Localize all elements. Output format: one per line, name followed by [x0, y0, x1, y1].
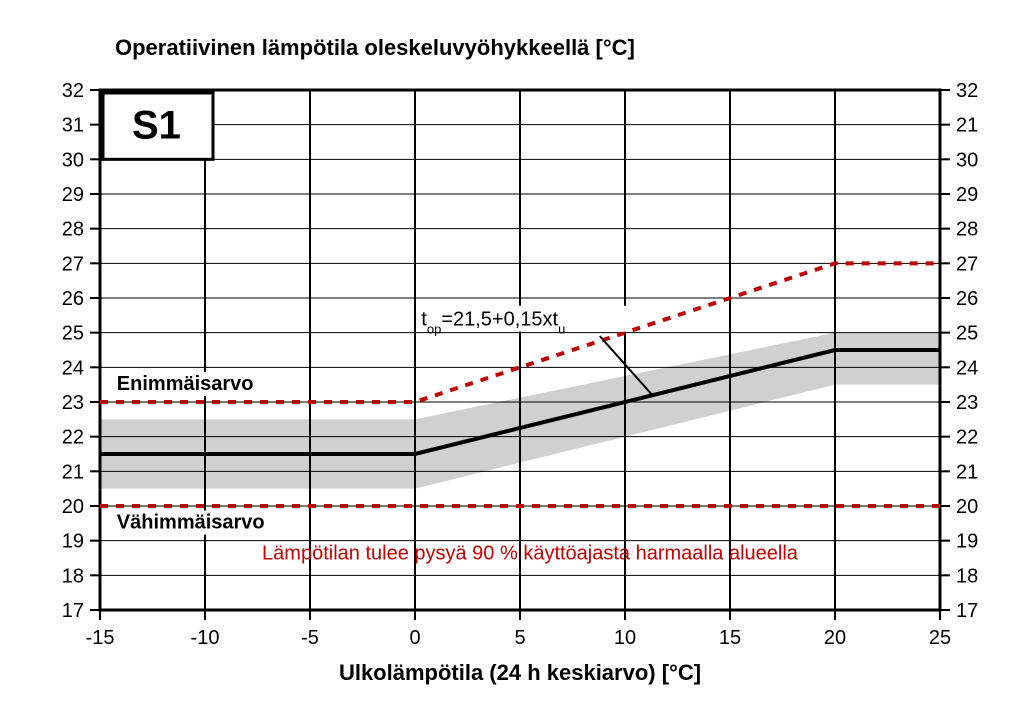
- xtick: 10: [614, 627, 636, 649]
- ytick-right: 28: [956, 219, 978, 241]
- ytick-right: 30: [956, 149, 978, 171]
- ytick-left: 30: [62, 149, 84, 171]
- ytick-right: 20: [956, 496, 978, 518]
- ytick-left: 25: [62, 323, 84, 345]
- ytick-left: 21: [62, 461, 84, 483]
- xtick: -10: [191, 627, 220, 649]
- ytick-left: 29: [62, 184, 84, 206]
- xtick: 15: [719, 627, 741, 649]
- ytick-left: 19: [62, 531, 84, 553]
- xtick: 0: [409, 627, 420, 649]
- x-axis-label: Ulkolämpötila (24 h keskiarvo) [°C]: [339, 660, 701, 685]
- ytick-left: 28: [62, 219, 84, 241]
- ytick-right: 32: [956, 80, 978, 102]
- min-label: Vähimmäisarvo: [117, 512, 265, 534]
- ytick-right: 29: [956, 184, 978, 206]
- chart-svg: 17 18 19 20 21 22 23 24 25 26 27 28 29 30 31 32 17 18 19 20…: [0, 0, 1024, 704]
- ytick-left: 24: [62, 357, 84, 379]
- ytick-left: 22: [62, 427, 84, 449]
- ytick-left: 23: [62, 392, 84, 414]
- ytick-right: 21: [956, 461, 978, 483]
- xtick: -5: [301, 627, 319, 649]
- xtick: 20: [824, 627, 846, 649]
- ytick-right: 22: [956, 427, 978, 449]
- ytick-right: 24: [956, 357, 978, 379]
- ytick-left: 27: [62, 253, 84, 275]
- chart-title: Operatiivinen lämpötila oleskeluvyöhykke…: [115, 35, 635, 60]
- ytick-right: 26: [956, 288, 978, 310]
- ytick-right: 23: [956, 392, 978, 414]
- xtick: 25: [929, 627, 951, 649]
- xtick: 5: [514, 627, 525, 649]
- ytick-left: 32: [62, 80, 84, 102]
- ytick-right: 19: [956, 531, 978, 553]
- badge-label: S1: [132, 104, 181, 148]
- ytick-right: 27: [956, 253, 978, 275]
- ytick-left: 17: [62, 600, 84, 622]
- ytick-left: 26: [62, 288, 84, 310]
- ytick-left: 18: [62, 565, 84, 587]
- max-label: Enimmäisarvo: [117, 373, 254, 395]
- ytick-left: 31: [62, 115, 84, 137]
- note-text: Lämpötilan tulee pysyä 90 % käyttöajasta…: [262, 543, 799, 565]
- ytick-left: 20: [62, 496, 84, 518]
- ytick-right: 21: [956, 115, 978, 137]
- xtick: -15: [86, 627, 115, 649]
- ytick-right: 17: [956, 600, 978, 622]
- ytick-right: 18: [956, 565, 978, 587]
- ytick-right: 25: [956, 323, 978, 345]
